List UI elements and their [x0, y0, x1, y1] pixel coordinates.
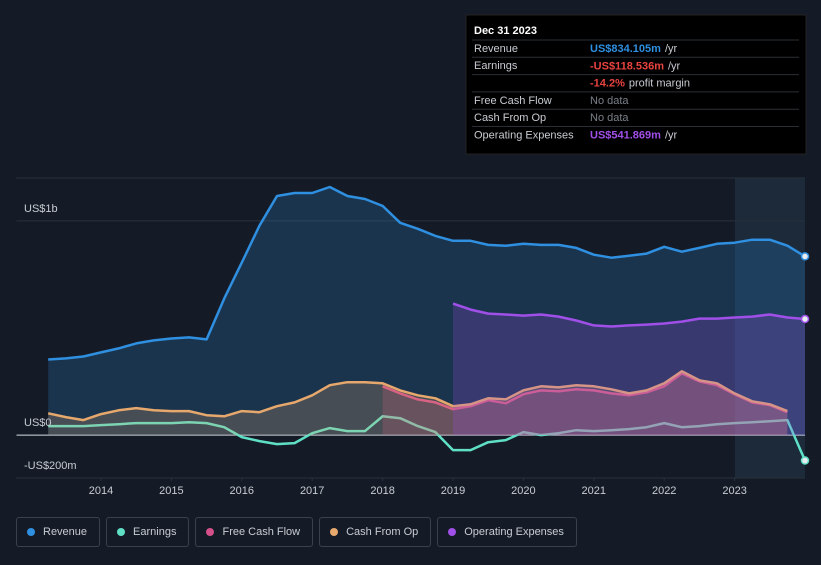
legend-swatch	[448, 528, 457, 536]
tooltip-unit: /yr	[668, 60, 681, 72]
legend-item[interactable]: Operating Expenses	[437, 517, 577, 547]
tooltip-title: Dec 31 2023	[474, 25, 537, 37]
end-marker	[800, 456, 810, 465]
line	[452, 302, 806, 328]
area	[48, 371, 788, 436]
tooltip-value-text: No data	[590, 112, 629, 124]
legend-label: Operating Expenses	[464, 526, 564, 538]
legend-label: Free Cash Flow	[222, 526, 301, 538]
tooltip-value: -US$118.536m/yr	[590, 60, 681, 72]
legend-item[interactable]: Revenue	[16, 517, 101, 547]
tooltip-value: No data	[590, 95, 629, 107]
y-tick-label: US$0	[24, 417, 52, 429]
legend-label: Revenue	[43, 526, 88, 538]
tooltip-value-text: US$541.869m	[590, 129, 661, 141]
x-tick-label: 2021	[582, 485, 606, 497]
y-tick-label: US$1b	[24, 203, 58, 215]
x-tick-label: 2019	[441, 485, 465, 497]
tooltip-label: Free Cash Flow	[474, 95, 552, 107]
x-tick-label: 2023	[722, 485, 746, 497]
line	[48, 415, 807, 461]
legend: Revenue Earnings Free Cash Flow Cash From O…	[16, 517, 577, 547]
tooltip-value-text: US$834.105m	[590, 43, 661, 55]
x-tick-label: 2022	[652, 485, 676, 497]
line	[47, 370, 788, 422]
legend-swatch	[117, 528, 126, 536]
area	[382, 373, 788, 436]
legend-item[interactable]: Earnings	[106, 517, 190, 547]
end-marker	[800, 252, 810, 261]
x-tick-label: 2016	[230, 485, 254, 497]
tooltip-value-text: -14.2%	[590, 78, 625, 90]
tooltip-label: Revenue	[474, 43, 518, 55]
area	[452, 303, 805, 436]
area	[48, 187, 806, 436]
tooltip: Dec 31 2023 Revenue US$834.105m/yr Earning…	[465, 14, 807, 155]
line	[382, 372, 788, 414]
tooltip-label: Cash From Op	[474, 112, 546, 124]
legend-label: Earnings	[133, 526, 177, 538]
x-tick-label: 2015	[159, 485, 183, 497]
tooltip-label: Operating Expenses	[474, 129, 574, 141]
line	[48, 185, 806, 361]
tooltip-value: No data	[590, 112, 629, 124]
tooltip-value: US$834.105m/yr	[590, 43, 678, 55]
tooltip-box	[465, 14, 807, 155]
y-tick-label: -US$200m	[24, 460, 77, 472]
x-tick-label: 2020	[511, 485, 535, 497]
x-tick-label: 2017	[300, 485, 324, 497]
legend-label: Cash From Op	[346, 526, 419, 538]
forecast-band	[735, 178, 805, 478]
legend-swatch	[27, 528, 35, 536]
legend-item[interactable]: Cash From Op	[319, 517, 432, 547]
x-tick-label: 2014	[89, 485, 113, 497]
tooltip-label: Earnings	[474, 60, 518, 72]
legend-swatch	[206, 528, 215, 536]
legend-item[interactable]: Free Cash Flow	[195, 517, 314, 547]
x-tick-label: 2018	[370, 485, 394, 497]
end-marker	[800, 314, 810, 324]
tooltip-value: US$541.869m/yr	[590, 129, 678, 141]
plot	[16, 185, 810, 481]
tooltip-value-text: No data	[590, 95, 629, 107]
tooltip-unit: profit margin	[629, 78, 690, 90]
tooltip-unit: /yr	[665, 43, 678, 55]
tooltip-value: -14.2% profit margin	[590, 78, 690, 90]
legend-swatch	[330, 528, 339, 536]
tooltip-value-text: -US$118.536m	[590, 60, 664, 72]
tooltip-unit: /yr	[665, 129, 678, 141]
